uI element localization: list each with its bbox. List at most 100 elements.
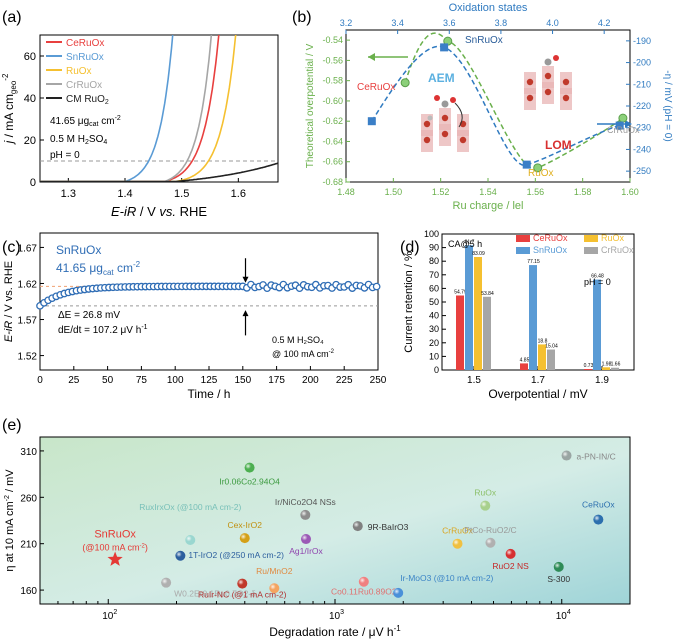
panel-c-xtick-label: 25	[68, 375, 80, 386]
panel-b-ytick-label: -0.66	[322, 157, 343, 167]
panel-b-hydrogen-atom-icon	[427, 115, 433, 121]
panel-e-point-label: 9R-BaIrO3	[368, 522, 409, 532]
panel-a-ylabel: j / mA cmgeo-2	[1, 73, 18, 145]
panel-b-green-point	[618, 113, 628, 123]
panel-d-bar-label: 91.7	[465, 239, 475, 245]
panel-b-xtick-label: 1.60	[621, 187, 639, 197]
panel-b-ytick-label: -0.68	[322, 177, 343, 187]
panel-b-right-tick-label: -220	[633, 101, 651, 111]
panel-c-xtick-label: 125	[201, 375, 218, 386]
molecule-atom	[526, 78, 534, 86]
panel-b-label-crruox: CrRuOx	[607, 125, 640, 135]
molecule-atom	[544, 58, 552, 66]
panel-d-ytick-label: 100	[424, 229, 439, 239]
panel-e-point-label: Ir/NiCo2O4 NSs	[275, 497, 336, 507]
panel-c-arrowhead-down	[242, 276, 249, 283]
panel-c-xtick-label: 175	[268, 375, 285, 386]
panel-d-bar-SnRuOx	[465, 245, 473, 370]
panel-e-point-label: Ir0.06Co2.94O4	[219, 477, 280, 487]
panel-e-point-label: RuOx	[474, 488, 496, 498]
panel-c-xlabel: Time / h	[188, 387, 231, 401]
panel-b-ytick-label: -0.58	[322, 76, 343, 86]
panel-d-xtick-label: 1.7	[531, 375, 545, 386]
panel-d-bar-label: 0.73	[584, 363, 594, 369]
panel-a-letter: (a)	[2, 9, 22, 26]
panel-e-point-shine	[185, 534, 196, 545]
panel-e-point-shine	[237, 578, 248, 589]
panel-a-ytick-label: 20	[24, 135, 36, 147]
panel-b-green-curve	[404, 32, 624, 170]
panel-b-right-tick-label: -210	[633, 79, 651, 89]
panel-b-aem-text: AEM	[428, 71, 455, 85]
panel-a-ph: pH = 0	[50, 150, 80, 161]
panel-a-legend-label: CrRuOx	[66, 80, 102, 91]
panel-c-delta-e: ΔE = 26.8 mV	[58, 310, 120, 321]
panel-d-bar-label: 1.66	[611, 362, 621, 368]
panel-e-ytick-label: 310	[20, 447, 37, 458]
panel-d-ytick-label: 80	[429, 256, 439, 266]
panel-e-ytick-label: 210	[20, 540, 37, 551]
panel-e-point-shine	[244, 462, 255, 473]
molecule-atom	[450, 97, 456, 103]
panel-d-ytick-label: 30	[429, 324, 439, 334]
panel-c-data-point	[372, 282, 381, 291]
panel-e-point-shine	[301, 534, 312, 545]
molecule-atom	[544, 88, 552, 96]
panel-a-legend-label: CeRuOx	[66, 38, 104, 49]
panel-b-right-tick-label: -230	[633, 123, 651, 133]
panel-b-top-label: Oxidation states	[449, 2, 528, 14]
panel-e-point-label: Ag1/IrOx	[289, 546, 323, 556]
panel-e-ytick-label: 260	[20, 493, 37, 504]
panel-d-bar-label: 54.79	[454, 289, 467, 295]
molecule-atom	[544, 72, 552, 80]
panel-d-legend-label: CrRuOx	[601, 245, 634, 255]
panel-b-blue-point	[367, 117, 376, 126]
panel-e-point-shine	[358, 576, 369, 587]
molecule-atom	[553, 55, 559, 61]
panel-b-blue-point	[522, 160, 531, 169]
panel-a-ytick-label: 60	[24, 51, 36, 63]
panel-e-highlight-star	[107, 551, 123, 566]
panel-d-legend-swatch	[584, 247, 598, 254]
panel-d-legend-swatch	[516, 235, 530, 242]
panel-e-point-shine	[480, 500, 491, 511]
panel-a-legend-label: RuOx	[66, 66, 92, 77]
panel-e-point-label: 1T-IrO2 (@250 mA cm-2)	[188, 550, 284, 560]
panel-c-letter: (c)	[2, 239, 21, 256]
panel-c-arrowhead-up	[242, 310, 249, 317]
panel-e-point-label: RuxIrxOx (@100 mA cm-2)	[139, 502, 241, 512]
panel-b-xtick-label: 1.52	[432, 187, 450, 197]
molecule-atom	[441, 130, 449, 138]
panel-b-right-tick-label: -240	[633, 144, 651, 154]
panel-c-loading: 41.65 μgcat cm-2	[56, 260, 141, 277]
panel-b-blue-point	[615, 121, 624, 130]
molecule-atom	[441, 114, 449, 122]
panel-c-sample-name: SnRuOx	[56, 243, 101, 257]
panel-e-point-shine	[393, 587, 404, 598]
panel-d-ytick-label: 50	[429, 297, 439, 307]
panel-b-top-tick-label: 4.0	[546, 18, 559, 28]
panel-d-bar-RuOx	[602, 367, 610, 370]
panel-d-legend-swatch	[516, 247, 530, 254]
panel-a-curve-CMRuO2	[40, 162, 278, 182]
panel-b-blue-curve	[371, 45, 620, 166]
panel-d-bar-CeRuOx	[520, 363, 528, 370]
panel-c-ytick-label: 1.67	[18, 243, 38, 254]
panel-b-top-tick-label: 3.2	[340, 18, 353, 28]
panel-d-bar-CrRuOx	[483, 296, 491, 370]
panel-e-letter: (e)	[2, 417, 22, 434]
panel-e-xtick-label: 104	[556, 609, 571, 622]
molecule-atom	[562, 78, 570, 86]
panel-b-right-tick-label: -200	[633, 58, 651, 68]
panel-b-lom-structure-icon	[524, 55, 572, 110]
panel-b-xtick-label: 1.56	[527, 187, 545, 197]
panel-b-ytick-label: -0.54	[322, 35, 343, 45]
panel-d-ca-label: CA@5 h	[448, 239, 482, 249]
panel-b-xlabel: Ru charge / lel	[453, 200, 524, 212]
panel-d-letter: (d)	[400, 239, 420, 256]
panel-e-point-shine	[269, 583, 280, 594]
molecule-atom	[423, 136, 431, 144]
panel-e-point-label: CrRuOx	[442, 526, 473, 536]
panel-d-bar-CrRuOx	[547, 349, 555, 370]
panel-a-ytick-label: 40	[24, 93, 36, 105]
